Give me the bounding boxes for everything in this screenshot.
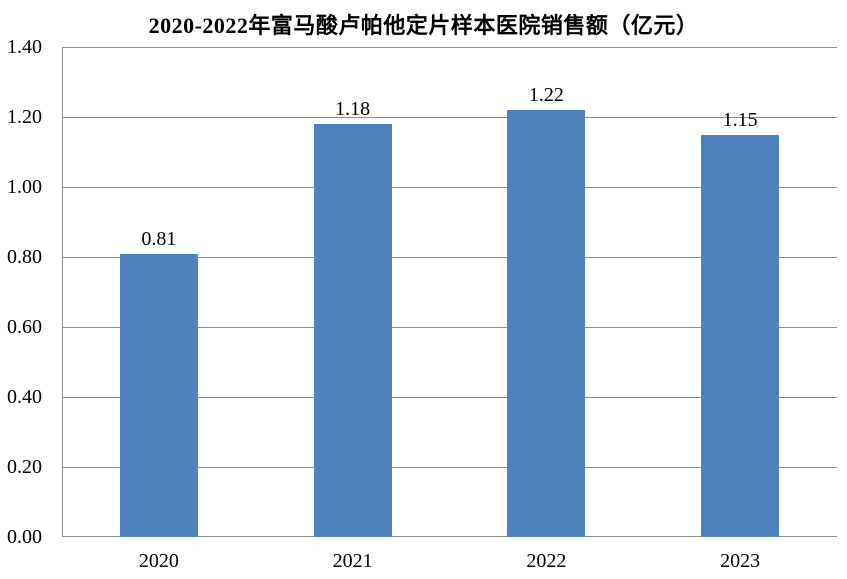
y-tick-label: 1.40 xyxy=(7,36,42,58)
gridline xyxy=(62,327,837,328)
y-axis-line xyxy=(62,47,63,537)
bar-value-label: 1.15 xyxy=(722,108,758,131)
bar-value-label: 1.22 xyxy=(528,84,564,106)
y-tick-label: 0.60 xyxy=(7,316,42,338)
x-tick-label: 2022 xyxy=(526,550,567,572)
y-tick-label: 0.00 xyxy=(7,526,42,548)
bar xyxy=(313,124,392,537)
gridline xyxy=(62,47,837,48)
x-tick-label: 2021 xyxy=(332,550,373,572)
y-tick-label: 0.40 xyxy=(7,386,42,408)
plot-area xyxy=(62,47,837,537)
x-tick-label: 2020 xyxy=(138,550,179,572)
bar-value-label: 0.81 xyxy=(141,227,177,250)
gridline xyxy=(62,257,837,258)
bar xyxy=(119,253,198,537)
x-tick-label: 2023 xyxy=(720,550,761,572)
gridline xyxy=(62,187,837,188)
y-tick-label: 0.20 xyxy=(7,456,42,478)
bar-value-label: 1.18 xyxy=(335,98,371,120)
chart-title: 2020-2022年富马酸卢帕他定片样本医院销售额（亿元） xyxy=(148,13,699,38)
bar xyxy=(701,134,780,537)
gridline xyxy=(62,117,837,118)
bar xyxy=(507,110,586,537)
gridline xyxy=(62,397,837,398)
x-axis-line xyxy=(62,536,837,537)
y-tick-label: 0.80 xyxy=(7,246,42,268)
gridline xyxy=(62,467,837,468)
y-tick-label: 1.20 xyxy=(7,106,42,128)
y-tick-label: 1.00 xyxy=(7,176,42,198)
